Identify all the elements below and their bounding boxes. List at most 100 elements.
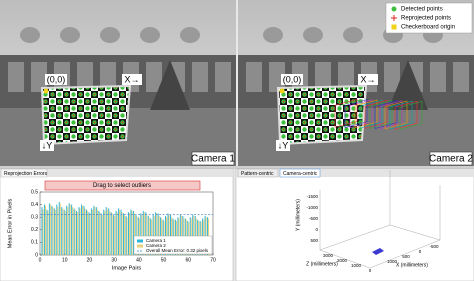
bar[interactable] bbox=[118, 208, 120, 255]
bar[interactable] bbox=[110, 212, 112, 255]
bar[interactable] bbox=[192, 214, 194, 255]
bar[interactable] bbox=[90, 208, 92, 255]
bar[interactable] bbox=[61, 207, 63, 255]
bar[interactable] bbox=[49, 204, 51, 255]
bar[interactable] bbox=[51, 205, 53, 255]
bar[interactable] bbox=[52, 207, 54, 255]
bar[interactable] bbox=[85, 209, 87, 255]
tab[interactable] bbox=[237, 168, 279, 178]
bar[interactable] bbox=[43, 204, 45, 255]
bar[interactable] bbox=[146, 214, 148, 255]
bar[interactable] bbox=[81, 204, 83, 255]
bar[interactable] bbox=[91, 209, 93, 255]
bar[interactable] bbox=[105, 207, 107, 255]
bar[interactable] bbox=[127, 212, 129, 255]
bar[interactable] bbox=[58, 202, 60, 255]
bar[interactable] bbox=[115, 210, 117, 255]
bar[interactable] bbox=[194, 215, 196, 255]
bar[interactable] bbox=[140, 213, 142, 255]
bar[interactable] bbox=[67, 207, 69, 255]
bar[interactable] bbox=[131, 210, 133, 255]
bar[interactable] bbox=[120, 209, 122, 255]
bar[interactable] bbox=[204, 215, 206, 255]
tab[interactable] bbox=[0, 168, 48, 178]
bar[interactable] bbox=[133, 213, 135, 255]
bar[interactable] bbox=[143, 212, 145, 255]
bar[interactable] bbox=[57, 207, 59, 255]
bar[interactable] bbox=[66, 205, 68, 255]
bar[interactable] bbox=[157, 213, 159, 255]
bar[interactable] bbox=[71, 204, 73, 255]
bar[interactable] bbox=[62, 208, 64, 255]
bar[interactable] bbox=[64, 210, 66, 255]
bar[interactable] bbox=[106, 208, 108, 255]
bar[interactable] bbox=[126, 217, 128, 255]
bar[interactable] bbox=[142, 210, 144, 255]
bar[interactable] bbox=[169, 214, 171, 255]
bar[interactable] bbox=[119, 209, 121, 255]
bar[interactable] bbox=[121, 212, 123, 255]
bar[interactable] bbox=[116, 212, 118, 255]
bar[interactable] bbox=[113, 214, 115, 255]
bar[interactable] bbox=[72, 207, 74, 255]
banner[interactable] bbox=[44, 180, 201, 191]
bar[interactable] bbox=[100, 213, 102, 255]
bar[interactable] bbox=[124, 214, 126, 255]
bar[interactable] bbox=[165, 215, 167, 255]
bar[interactable] bbox=[77, 212, 79, 255]
bar[interactable] bbox=[53, 208, 55, 255]
bar[interactable] bbox=[96, 209, 98, 255]
bar[interactable] bbox=[56, 204, 58, 255]
bar[interactable] bbox=[152, 214, 154, 255]
bar[interactable] bbox=[130, 209, 132, 255]
bar[interactable] bbox=[147, 215, 149, 255]
bar[interactable] bbox=[179, 214, 181, 255]
bar[interactable] bbox=[84, 208, 86, 255]
bar[interactable] bbox=[95, 207, 97, 255]
bar[interactable] bbox=[48, 203, 50, 255]
bar[interactable] bbox=[136, 215, 138, 255]
bar[interactable] bbox=[98, 210, 100, 255]
bar[interactable] bbox=[59, 203, 61, 255]
bar[interactable] bbox=[99, 212, 101, 255]
bar[interactable] bbox=[193, 215, 195, 255]
bar[interactable] bbox=[141, 214, 143, 255]
tab-label[interactable]: Pattern-centric bbox=[241, 171, 274, 177]
bar[interactable] bbox=[132, 210, 134, 255]
bar[interactable] bbox=[128, 213, 130, 255]
bar[interactable] bbox=[76, 210, 78, 255]
bar[interactable] bbox=[103, 209, 105, 255]
bar[interactable] bbox=[69, 204, 71, 255]
bar[interactable] bbox=[168, 214, 170, 255]
bar[interactable] bbox=[108, 208, 110, 255]
bar[interactable] bbox=[74, 209, 76, 255]
bar[interactable] bbox=[123, 213, 125, 255]
bar[interactable] bbox=[180, 215, 182, 255]
bar[interactable] bbox=[182, 215, 184, 255]
bar[interactable] bbox=[167, 213, 169, 255]
bar[interactable] bbox=[82, 205, 84, 255]
bar[interactable] bbox=[46, 209, 48, 255]
bar[interactable] bbox=[153, 215, 155, 255]
bar[interactable] bbox=[145, 212, 147, 255]
bar[interactable] bbox=[135, 214, 137, 255]
bar[interactable] bbox=[89, 213, 91, 255]
bar[interactable] bbox=[44, 205, 46, 255]
bar[interactable] bbox=[156, 213, 158, 255]
bar[interactable] bbox=[111, 213, 113, 255]
bar[interactable] bbox=[42, 209, 44, 255]
bar[interactable] bbox=[158, 215, 160, 255]
bar[interactable] bbox=[94, 207, 96, 255]
bar[interactable] bbox=[104, 210, 106, 255]
tab[interactable] bbox=[279, 168, 321, 178]
bar[interactable] bbox=[155, 212, 157, 255]
bar[interactable] bbox=[114, 215, 116, 255]
bar[interactable] bbox=[101, 214, 103, 255]
bar[interactable] bbox=[109, 210, 111, 255]
bar[interactable] bbox=[63, 209, 65, 255]
bar[interactable] bbox=[73, 208, 75, 255]
bar[interactable] bbox=[54, 209, 56, 255]
bar[interactable] bbox=[47, 210, 49, 255]
bar[interactable] bbox=[93, 205, 95, 255]
bar[interactable] bbox=[78, 207, 80, 255]
